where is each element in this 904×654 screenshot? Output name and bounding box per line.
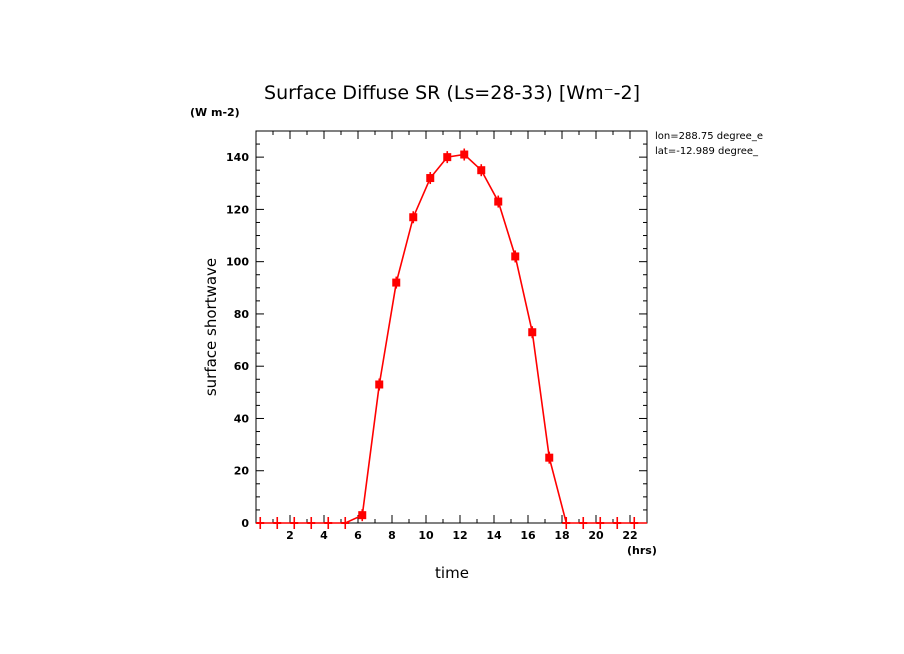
y-tick-label: 40 [234, 412, 250, 425]
data-point [630, 517, 639, 529]
y-tick-label: 120 [226, 203, 249, 216]
data-point [290, 517, 299, 529]
data-point [528, 326, 537, 339]
x-tick-label: 20 [588, 529, 604, 542]
y-axis-label: surface shortwave [202, 258, 220, 396]
x-tick-label: 10 [418, 529, 434, 542]
annotation-lat: lat=-12.989 degree_ [655, 146, 759, 157]
data-point [511, 250, 520, 263]
data-point [375, 378, 384, 391]
data-point [426, 172, 435, 185]
data-point [409, 211, 418, 224]
y-tick-label: 0 [241, 517, 249, 530]
y-tick-label: 80 [234, 308, 250, 321]
x-tick-label: 6 [354, 529, 362, 542]
x-tick-label: 16 [520, 529, 536, 542]
series-line [256, 153, 647, 524]
x-axis-label: time [435, 564, 469, 582]
data-point [545, 451, 554, 464]
plot-frame [255, 130, 648, 524]
data-point [613, 517, 622, 529]
data-point [307, 517, 316, 529]
data-point [256, 517, 265, 529]
data-point [324, 517, 333, 529]
x-tick-label: 8 [388, 529, 396, 542]
data-point [273, 517, 282, 529]
data-point [443, 151, 452, 164]
data-point [596, 517, 605, 529]
units-label: (W m-2) [190, 106, 240, 119]
data-point [460, 148, 469, 161]
annotation-lon: lon=288.75 degree_e [655, 131, 763, 142]
data-point [358, 509, 367, 522]
x-tick-label: 14 [486, 529, 502, 542]
x-tick-label: 2 [286, 529, 294, 542]
y-tick-label: 20 [234, 465, 250, 478]
x-tick-label: 12 [452, 529, 467, 542]
data-point [562, 517, 571, 529]
data-point [392, 276, 401, 289]
x-tick-label: 22 [622, 529, 637, 542]
y-tick-label: 140 [226, 151, 249, 164]
axes: 2 4 6 8 10 12 14 16 18 20 22 0 20 40 60 80 100 120 140 [226, 131, 647, 542]
data-point [494, 195, 503, 208]
x-tick-label: 4 [320, 529, 328, 542]
x-units-label: (hrs) [627, 544, 657, 557]
y-tick-label: 60 [234, 360, 250, 373]
y-tick-label: 100 [226, 256, 249, 269]
x-tick-label: 18 [554, 529, 569, 542]
series-layer [256, 148, 647, 529]
data-point [477, 164, 486, 177]
chart-title: Surface Diffuse SR (Ls=28-33) [Wm⁻-2] [264, 82, 640, 104]
data-point [579, 517, 588, 529]
data-point [341, 517, 350, 529]
